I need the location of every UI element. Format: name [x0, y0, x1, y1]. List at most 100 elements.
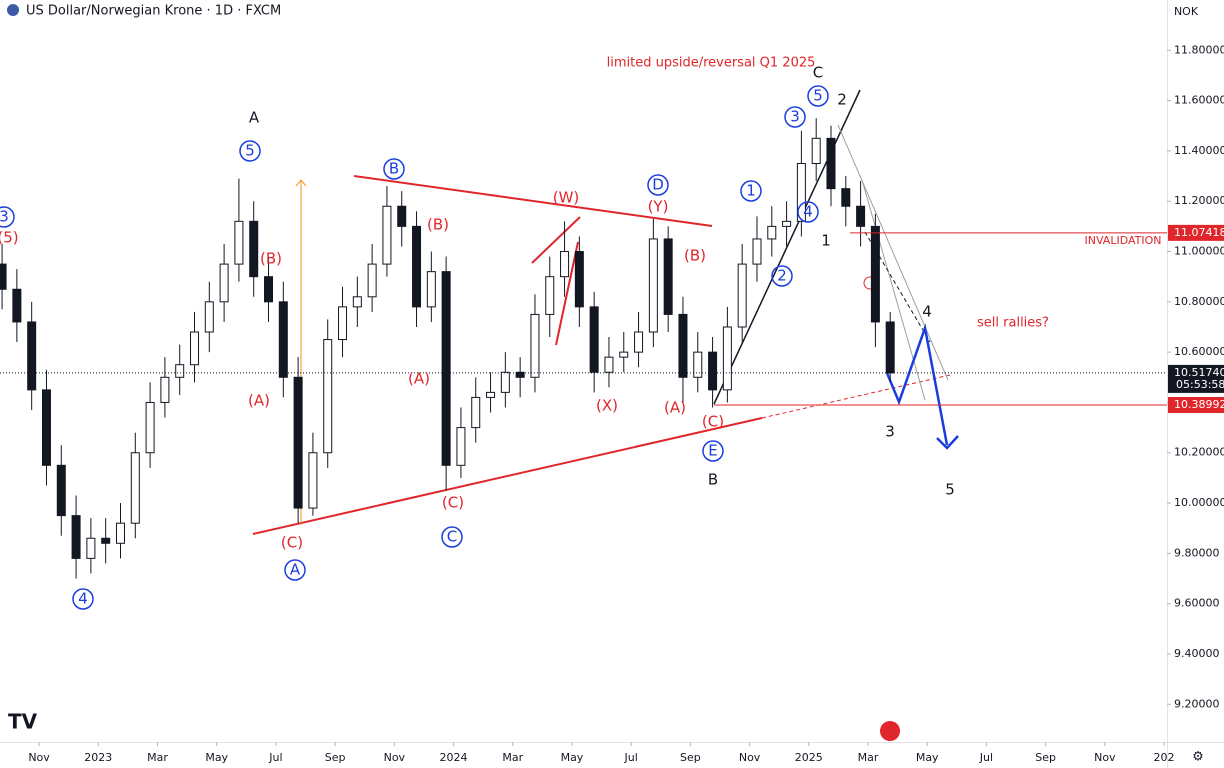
x-tick-label: Jul — [268, 751, 282, 764]
candle-body — [219, 263, 229, 303]
annotation: 5 — [813, 87, 823, 105]
wave-circle — [702, 440, 724, 462]
y-tick-label: 11.80000 — [1174, 43, 1224, 56]
trend-line — [713, 89, 861, 405]
y-tick-label: 10.80000 — [1174, 295, 1224, 308]
wave-circle — [647, 174, 669, 196]
annotation: 3 — [0, 208, 9, 226]
candle-body — [678, 313, 688, 378]
annotation: (Y) — [648, 198, 669, 216]
candle-body — [56, 464, 66, 517]
candle-body — [530, 313, 540, 378]
candle-body — [41, 389, 51, 466]
candle-body — [486, 391, 496, 398]
candle-body — [367, 263, 377, 298]
annotation: 3 — [790, 108, 800, 126]
wave-circle — [383, 158, 405, 180]
annotation: 1 — [821, 232, 831, 250]
candle-body — [101, 537, 111, 544]
x-tick-label: 202 — [1154, 751, 1175, 764]
candle-body — [204, 301, 214, 333]
y-tick-label: 9.40000 — [1174, 647, 1220, 660]
candle-body — [382, 205, 392, 265]
x-tick-label: Nov — [1094, 751, 1116, 764]
y-tick-label: 10.60000 — [1174, 345, 1224, 358]
candle-body — [456, 427, 466, 466]
w-line — [555, 241, 579, 346]
chart-title: US Dollar/Norwegian Krone · 1D · FXCM — [26, 4, 281, 19]
y-tick-label: 10.20000 — [1174, 446, 1224, 459]
candle-body — [634, 331, 644, 353]
candle-body — [175, 364, 185, 378]
projection-arrowhead — [936, 435, 959, 450]
y-tick-label: 11.20000 — [1174, 194, 1224, 207]
candle-body — [885, 321, 895, 374]
wave-circle — [771, 265, 793, 287]
x-tick-label: 2025 — [795, 751, 823, 764]
settings-icon: ⚙ — [1192, 750, 1204, 765]
wave-circle — [239, 140, 261, 162]
candle-body — [71, 515, 81, 559]
x-tick-label: Jul — [979, 751, 993, 764]
x-tick-label: May — [561, 751, 584, 764]
candle-body — [752, 238, 762, 265]
range-arrowhead — [295, 179, 307, 187]
annotation: 5 — [945, 481, 955, 499]
annotation: B — [708, 471, 718, 489]
annotation: (B) — [260, 250, 282, 268]
annotation: (C) — [702, 413, 724, 431]
candle-body — [870, 225, 880, 323]
x-tick-label: Mar — [147, 751, 168, 764]
level-label: 11.07418 — [1174, 226, 1224, 239]
annotation: (W) — [553, 189, 580, 207]
last-price-tag — [1168, 364, 1224, 393]
annotation: B — [389, 160, 399, 178]
x-tick-label: May — [205, 751, 228, 764]
candle-body — [515, 371, 525, 378]
candle-body — [0, 263, 7, 290]
last-price-label: 10.51740 — [1174, 366, 1224, 379]
triangle-upper — [353, 175, 713, 227]
annotation: 2 — [837, 91, 847, 109]
candle-body — [352, 296, 362, 308]
annotation: 2 — [777, 267, 787, 285]
candle-body — [441, 271, 451, 466]
annotation: (A) — [408, 370, 430, 388]
annotation: limited upside/reversal Q1 2025 — [607, 56, 816, 71]
wave-circle — [0, 206, 15, 228]
candle-body — [619, 351, 629, 358]
candle-body — [574, 251, 584, 308]
candle-body — [663, 238, 673, 315]
candle-body — [293, 376, 303, 509]
y-tick-label: 11.40000 — [1174, 144, 1224, 157]
y-tick-label: 11.00000 — [1174, 245, 1224, 258]
candle-body — [12, 288, 22, 323]
candle-body — [648, 238, 658, 333]
annotation: D — [652, 176, 664, 194]
x-tick-label: Sep — [325, 751, 346, 764]
annotation: E — [708, 442, 717, 460]
candle-body — [190, 331, 199, 366]
annotation: 3 — [885, 423, 895, 441]
wave-circle — [72, 588, 94, 610]
candle-body — [264, 276, 274, 303]
projection-path — [885, 323, 949, 446]
candle-body — [500, 371, 510, 393]
wave-circle — [284, 559, 306, 581]
candle-body — [397, 205, 407, 227]
level-tag — [1168, 224, 1224, 241]
x-tick-label: May — [916, 751, 939, 764]
candle-body — [234, 220, 244, 265]
level-tag — [1168, 396, 1224, 413]
candle-body — [86, 537, 96, 559]
y-tick-label: 9.60000 — [1174, 597, 1220, 610]
candle-body — [737, 263, 747, 328]
annotation: 4 — [78, 590, 88, 608]
annotation: 5 — [245, 142, 255, 160]
candle-body — [796, 162, 806, 222]
y-tick-label: 10.00000 — [1174, 496, 1224, 509]
annotation: C — [447, 528, 457, 546]
channel-line — [837, 124, 949, 381]
candle-body — [308, 452, 318, 509]
